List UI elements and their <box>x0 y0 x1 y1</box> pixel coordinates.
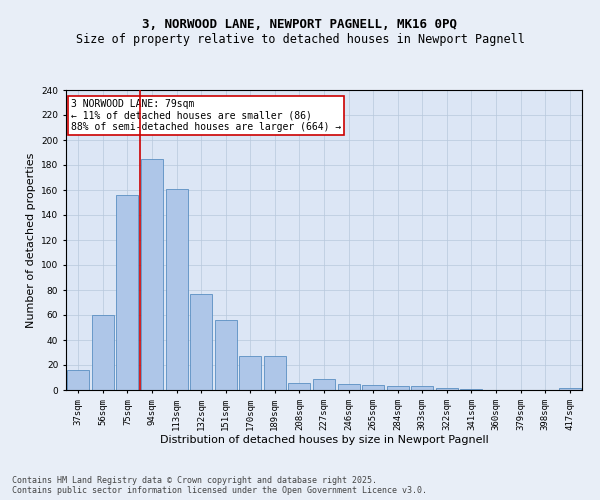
X-axis label: Distribution of detached houses by size in Newport Pagnell: Distribution of detached houses by size … <box>160 436 488 446</box>
Bar <box>166 188 188 390</box>
Bar <box>239 356 262 390</box>
Text: 3, NORWOOD LANE, NEWPORT PAGNELL, MK16 0PQ: 3, NORWOOD LANE, NEWPORT PAGNELL, MK16 0… <box>143 18 458 30</box>
Bar <box>362 385 384 390</box>
Bar <box>559 388 581 390</box>
Bar <box>116 195 139 390</box>
Bar <box>67 370 89 390</box>
Bar <box>313 379 335 390</box>
Bar <box>141 159 163 390</box>
Bar <box>460 389 482 390</box>
Text: Contains HM Land Registry data © Crown copyright and database right 2025.
Contai: Contains HM Land Registry data © Crown c… <box>12 476 427 495</box>
Bar <box>386 386 409 390</box>
Text: Size of property relative to detached houses in Newport Pagnell: Size of property relative to detached ho… <box>76 32 524 46</box>
Text: 3 NORWOOD LANE: 79sqm
← 11% of detached houses are smaller (86)
88% of semi-deta: 3 NORWOOD LANE: 79sqm ← 11% of detached … <box>71 99 341 132</box>
Bar <box>289 382 310 390</box>
Y-axis label: Number of detached properties: Number of detached properties <box>26 152 35 328</box>
Bar <box>92 315 114 390</box>
Bar <box>411 386 433 390</box>
Bar <box>215 320 237 390</box>
Bar <box>190 294 212 390</box>
Bar <box>264 356 286 390</box>
Bar <box>436 388 458 390</box>
Bar <box>338 384 359 390</box>
